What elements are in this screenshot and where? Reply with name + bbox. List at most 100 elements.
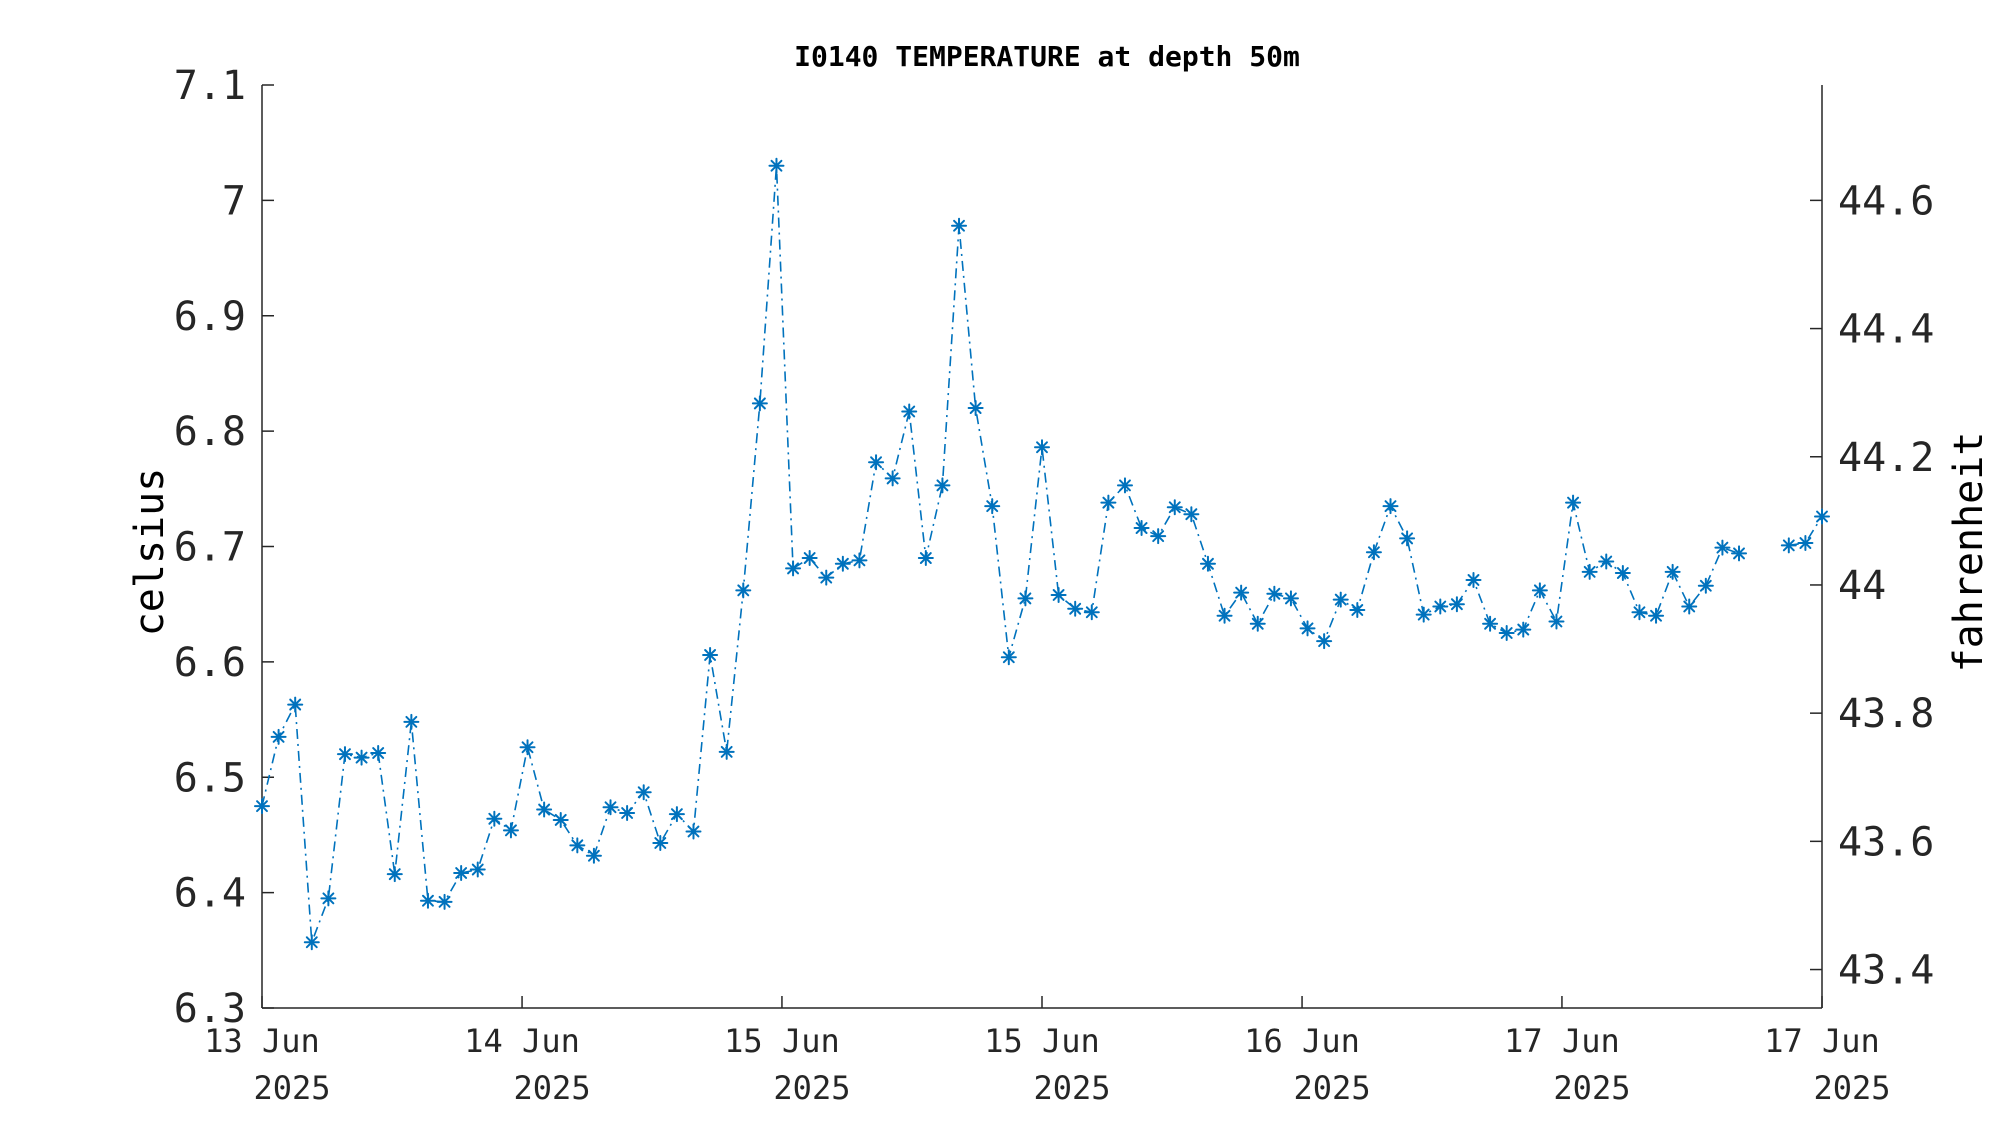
series-line [261, 165, 1740, 943]
data-point [1199, 555, 1216, 572]
left-y-tick-label: 6.7 [174, 525, 246, 571]
data-point [353, 749, 370, 766]
data-point [254, 798, 270, 815]
data-point [486, 810, 503, 827]
data-point [1581, 563, 1598, 580]
data-point [1598, 553, 1615, 570]
data-point [287, 696, 304, 713]
data-point [1249, 615, 1266, 632]
data-point [1648, 607, 1665, 624]
data-point [668, 806, 685, 823]
data-point [1083, 604, 1100, 621]
right-y-tick-label: 43.6 [1838, 819, 1934, 865]
x-tick-label-date: 13 Jun [204, 1022, 320, 1060]
data-point [569, 837, 586, 854]
left-y-tick-label: 7.1 [174, 63, 246, 109]
data-point [685, 823, 702, 840]
right-y-tick-label: 44.2 [1838, 435, 1934, 481]
data-point [303, 934, 320, 951]
data-point [1814, 508, 1830, 525]
data-point [967, 400, 984, 417]
data-point [1548, 613, 1565, 630]
data-point [419, 892, 436, 909]
data-point [901, 403, 918, 420]
right-y-tick-label: 44.4 [1838, 307, 1934, 353]
data-point [270, 728, 287, 745]
data-point [1631, 604, 1648, 621]
data-point [1382, 498, 1399, 515]
chart-title: I0140 TEMPERATURE at depth 50m [794, 40, 1300, 73]
data-point [320, 890, 337, 907]
data-point [602, 799, 619, 816]
x-tick-label-date: 14 Jun [464, 1022, 580, 1060]
data-point [552, 811, 569, 828]
data-point [436, 893, 453, 910]
data-point [1166, 499, 1183, 516]
right-y-tick-label: 44.6 [1838, 178, 1934, 224]
left-y-tick-label: 6.8 [174, 409, 246, 455]
data-point [1150, 528, 1167, 545]
data-point [984, 498, 1001, 515]
x-tick-label-year: 2025 [1553, 1069, 1630, 1107]
data-point [1515, 621, 1532, 638]
data-point [1448, 596, 1465, 613]
data-point [718, 743, 735, 760]
data-point [735, 582, 752, 599]
data-point [1233, 584, 1250, 601]
right-y-tick-label: 43.8 [1838, 691, 1934, 737]
x-tick-label-date: 15 Jun [724, 1022, 840, 1060]
data-point [1332, 591, 1349, 608]
data-point [1780, 537, 1797, 554]
data-point [801, 550, 818, 567]
data-point [1797, 535, 1814, 552]
x-tick-label-year: 2025 [1033, 1069, 1110, 1107]
x-tick-label-year: 2025 [253, 1069, 330, 1107]
data-point [635, 784, 652, 801]
data-point [1531, 582, 1548, 599]
left-y-tick-label: 6.9 [174, 294, 246, 340]
y-axis-label-celsius: celsius [127, 468, 173, 637]
data-point [1365, 544, 1382, 561]
data-point [818, 569, 835, 586]
data-point [917, 550, 934, 567]
data-point [1697, 577, 1714, 594]
data-point [1183, 506, 1200, 523]
x-tick-label-date: 17 Jun [1764, 1022, 1880, 1060]
data-point [1034, 439, 1050, 456]
data-point [453, 865, 470, 882]
data-point [370, 745, 387, 762]
plot-series [254, 157, 1830, 951]
data-point [785, 560, 802, 577]
data-point [1067, 600, 1084, 617]
data-point [469, 861, 486, 878]
data-point [1415, 606, 1432, 623]
left-y-tick-label: 7 [222, 178, 246, 224]
data-point [386, 866, 403, 883]
data-point [1731, 545, 1748, 562]
x-tick-label-date: 15 Jun [984, 1022, 1100, 1060]
data-point [403, 713, 420, 730]
data-point [1714, 539, 1731, 556]
data-point [1482, 615, 1499, 632]
data-point [1266, 585, 1283, 602]
x-tick-label-year: 2025 [1294, 1069, 1371, 1107]
data-point [1299, 620, 1316, 637]
data-point [1316, 633, 1333, 650]
x-axis: 13 Jun 2025 14 Jun 2025 15 Jun 2025 15 Jun 2025… [204, 996, 1891, 1107]
data-point [851, 552, 868, 569]
data-point [1282, 590, 1299, 607]
data-point [1133, 520, 1150, 537]
data-point [1399, 530, 1416, 547]
data-point [1349, 601, 1366, 618]
x-tick-label-year: 2025 [514, 1069, 591, 1107]
data-point [536, 801, 553, 818]
data-point [652, 835, 669, 852]
left-y-tick-label: 6.5 [174, 755, 246, 801]
left-y-tick-label: 6.3 [174, 986, 246, 1032]
data-point [934, 477, 951, 494]
data-point [1432, 598, 1449, 615]
left-y-tick-label: 6.4 [174, 871, 246, 917]
data-point [519, 739, 536, 756]
data-point [1050, 586, 1067, 603]
